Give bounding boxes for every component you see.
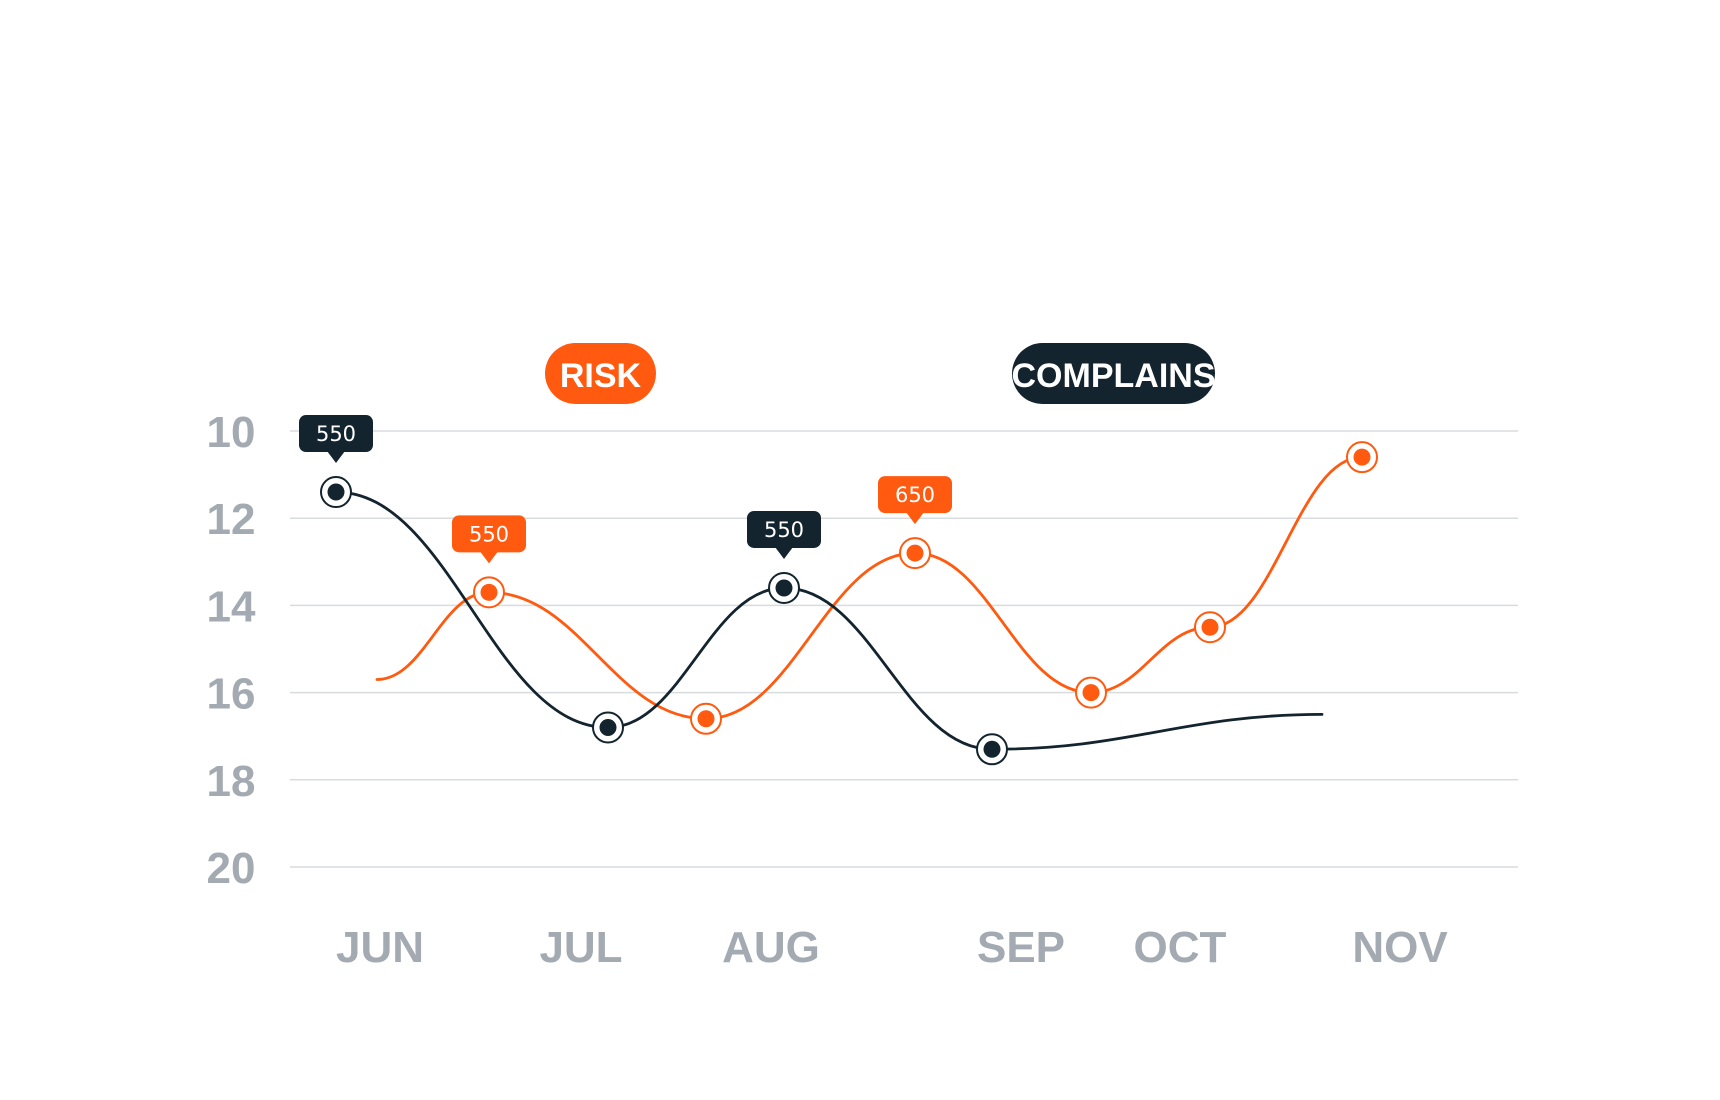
y-tick-label: 18	[207, 757, 256, 806]
data-point	[1201, 618, 1219, 636]
callout-box	[299, 415, 373, 453]
data-point	[775, 579, 793, 597]
value-callout: 650	[878, 476, 952, 525]
value-callout: 550	[747, 510, 821, 559]
x-tick-label: JUN	[336, 923, 424, 972]
series-markers	[320, 441, 1378, 766]
callout-label: 550	[764, 518, 804, 542]
data-point	[480, 583, 498, 601]
callout-label: 550	[469, 522, 509, 546]
y-tick-label: 12	[207, 495, 256, 544]
callout-pointer	[480, 551, 498, 564]
y-tick-label: 14	[207, 582, 256, 631]
callout-pointer	[327, 451, 345, 464]
legend-risk-pill	[545, 343, 656, 404]
legend-risk-label: RISK	[560, 357, 642, 395]
value-callouts: 550 650 550 550	[299, 415, 952, 564]
legend-risk: RISK	[545, 343, 656, 404]
x-tick-label: JUL	[539, 923, 622, 972]
x-tick-label: NOV	[1352, 923, 1448, 972]
data-point	[906, 544, 924, 562]
data-point	[599, 718, 617, 736]
x-tick-label: OCT	[1134, 923, 1227, 972]
x-axis-ticks: JUN JUL AUG SEP OCT NOV	[336, 923, 1448, 972]
callout-box	[452, 515, 526, 553]
data-point	[1353, 448, 1371, 466]
callout-box	[747, 510, 821, 548]
x-tick-label: SEP	[977, 923, 1065, 972]
legend-complains-pill	[1012, 343, 1215, 404]
data-point	[327, 483, 345, 501]
data-point	[983, 740, 1001, 758]
callout-pointer	[906, 512, 924, 525]
value-callout: 550	[299, 415, 373, 464]
callout-label: 650	[895, 483, 935, 507]
x-tick-label: AUG	[722, 923, 820, 972]
legend-complains: COMPLAINS	[1012, 343, 1216, 404]
legend-complains-label: COMPLAINS	[1012, 357, 1216, 395]
callout-pointer	[775, 546, 793, 559]
data-point	[697, 710, 715, 728]
callout-label: 550	[316, 422, 356, 446]
y-tick-label: 10	[207, 408, 256, 457]
y-tick-label: 16	[207, 670, 256, 719]
y-tick-label: 20	[207, 844, 256, 893]
y-axis-ticks: 10 12 14 16 18 20	[207, 408, 256, 893]
data-point	[1082, 684, 1100, 702]
value-callout: 550	[452, 515, 526, 564]
callout-box	[878, 476, 952, 514]
